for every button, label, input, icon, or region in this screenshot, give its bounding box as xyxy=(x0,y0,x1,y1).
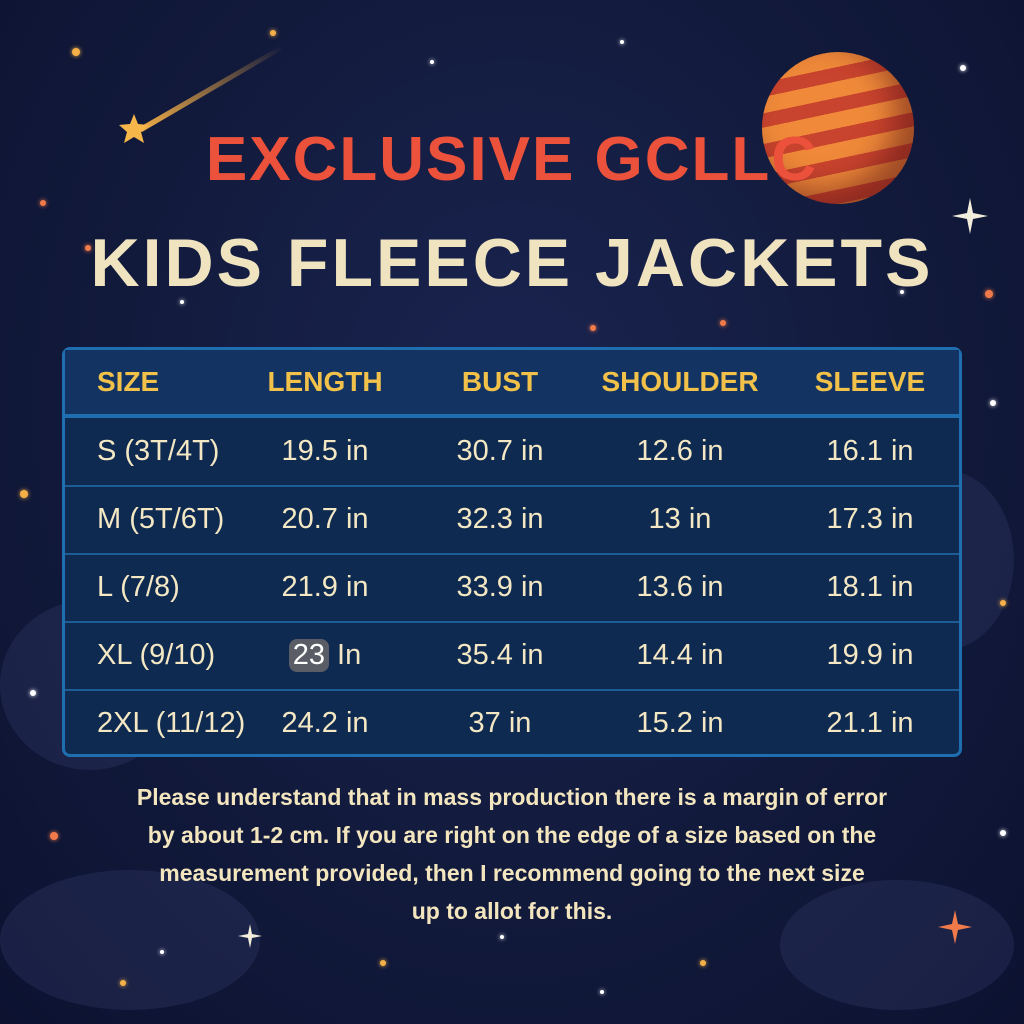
table-header-row: SIZE LENGTH BUST SHOULDER SLEEVE xyxy=(65,350,959,418)
star-dot xyxy=(990,400,996,406)
column-header-sleeve: SLEEVE xyxy=(814,366,926,397)
column-header-size: SIZE xyxy=(97,366,160,397)
star-dot xyxy=(85,245,91,251)
note-line: up to allot for this. xyxy=(411,898,613,924)
table-row: M (5T/6T) 20.7 in 32.3 in 13 in 17.3 in xyxy=(65,486,959,555)
length-cell: 24.2 in xyxy=(281,707,369,739)
sparkle-star-icon xyxy=(952,198,988,234)
sleeve-cell: 18.1 in xyxy=(826,571,914,603)
size-cell: XL (9/10) xyxy=(97,639,216,671)
star-dot xyxy=(960,65,966,71)
sleeve-cell: 16.1 in xyxy=(826,435,914,467)
size-cell: L (7/8) xyxy=(97,571,180,603)
bust-cell: 33.9 in xyxy=(456,571,544,603)
table-row: XL (9/10) 23 In 35.4 in 14.4 in 19.9 in xyxy=(65,622,959,691)
star-dot xyxy=(620,40,624,44)
sleeve-cell: 17.3 in xyxy=(826,503,914,535)
shoulder-cell: 15.2 in xyxy=(636,707,724,739)
star-dot xyxy=(120,980,126,986)
shoulder-cell: 14.4 in xyxy=(636,639,724,671)
star-dot xyxy=(590,325,596,331)
star-dot xyxy=(180,300,184,304)
star-dot xyxy=(1000,830,1006,836)
note-line: Please understand that in mass productio… xyxy=(136,784,888,810)
sparkle-star-icon xyxy=(938,910,972,944)
star-dot xyxy=(985,290,993,298)
shoulder-cell: 13.6 in xyxy=(636,571,724,603)
size-cell: S (3T/4T) xyxy=(97,435,220,467)
column-header-length: LENGTH xyxy=(267,366,383,397)
length-cell: 20.7 in xyxy=(281,503,369,535)
length-unit: In xyxy=(337,639,362,671)
star-dot xyxy=(1000,600,1006,606)
star-dot xyxy=(40,200,46,206)
length-cell: 21.9 in xyxy=(281,571,369,603)
column-header-shoulder: SHOULDER xyxy=(601,366,759,397)
brand-title: EXCLUSIVE GCLLC xyxy=(205,125,819,194)
size-cell: 2XL (11/12) xyxy=(97,707,246,739)
shooting-star-icon xyxy=(119,46,282,143)
table-row: 2XL (11/12) 24.2 in 37 in 15.2 in 21.1 i… xyxy=(65,690,959,757)
sparkle-star-icon xyxy=(238,924,262,948)
bust-cell: 32.3 in xyxy=(456,503,544,535)
column-header-bust: BUST xyxy=(461,366,539,397)
table-row: L (7/8) 21.9 in 33.9 in 13.6 in 18.1 in xyxy=(65,554,959,623)
note-line: measurement provided, then I recommend g… xyxy=(159,860,865,886)
table-row: S (3T/4T) 19.5 in 30.7 in 12.6 in 16.1 i… xyxy=(65,418,959,487)
star-dot xyxy=(160,950,164,954)
sleeve-cell: 19.9 in xyxy=(826,639,914,671)
star-dot xyxy=(30,690,36,696)
star-dot xyxy=(720,320,726,326)
page-title: KIDS FLEECE JACKETS xyxy=(90,225,934,301)
length-cell: 23 In xyxy=(255,622,395,689)
shoulder-cell: 12.6 in xyxy=(636,435,724,467)
star-dot xyxy=(20,490,28,498)
bust-cell: 37 in xyxy=(468,707,532,739)
star-dot xyxy=(72,48,80,56)
star-dot xyxy=(700,960,706,966)
size-chart-table: SIZE LENGTH BUST SHOULDER SLEEVE S (3T/4… xyxy=(62,347,962,757)
star-dot xyxy=(900,290,904,294)
sleeve-cell: 21.1 in xyxy=(826,707,914,739)
size-cell: M (5T/6T) xyxy=(97,503,225,535)
star-dot xyxy=(430,60,434,64)
disclaimer-note: Please understand that in mass productio… xyxy=(60,778,964,930)
star-dot xyxy=(50,832,58,840)
length-cell: 19.5 in xyxy=(281,435,369,467)
star-dot xyxy=(270,30,276,36)
highlighted-length-number: 23 xyxy=(288,639,330,672)
planet-icon xyxy=(762,52,914,204)
cloud xyxy=(0,870,260,1010)
star-dot xyxy=(380,960,386,966)
cloud xyxy=(780,880,1014,1010)
note-line: by about 1-2 cm. If you are right on the… xyxy=(147,822,877,848)
bust-cell: 30.7 in xyxy=(456,435,544,467)
star-dot xyxy=(500,935,504,939)
bust-cell: 35.4 in xyxy=(456,639,544,671)
shoulder-cell: 13 in xyxy=(648,503,712,535)
star-dot xyxy=(600,990,604,994)
